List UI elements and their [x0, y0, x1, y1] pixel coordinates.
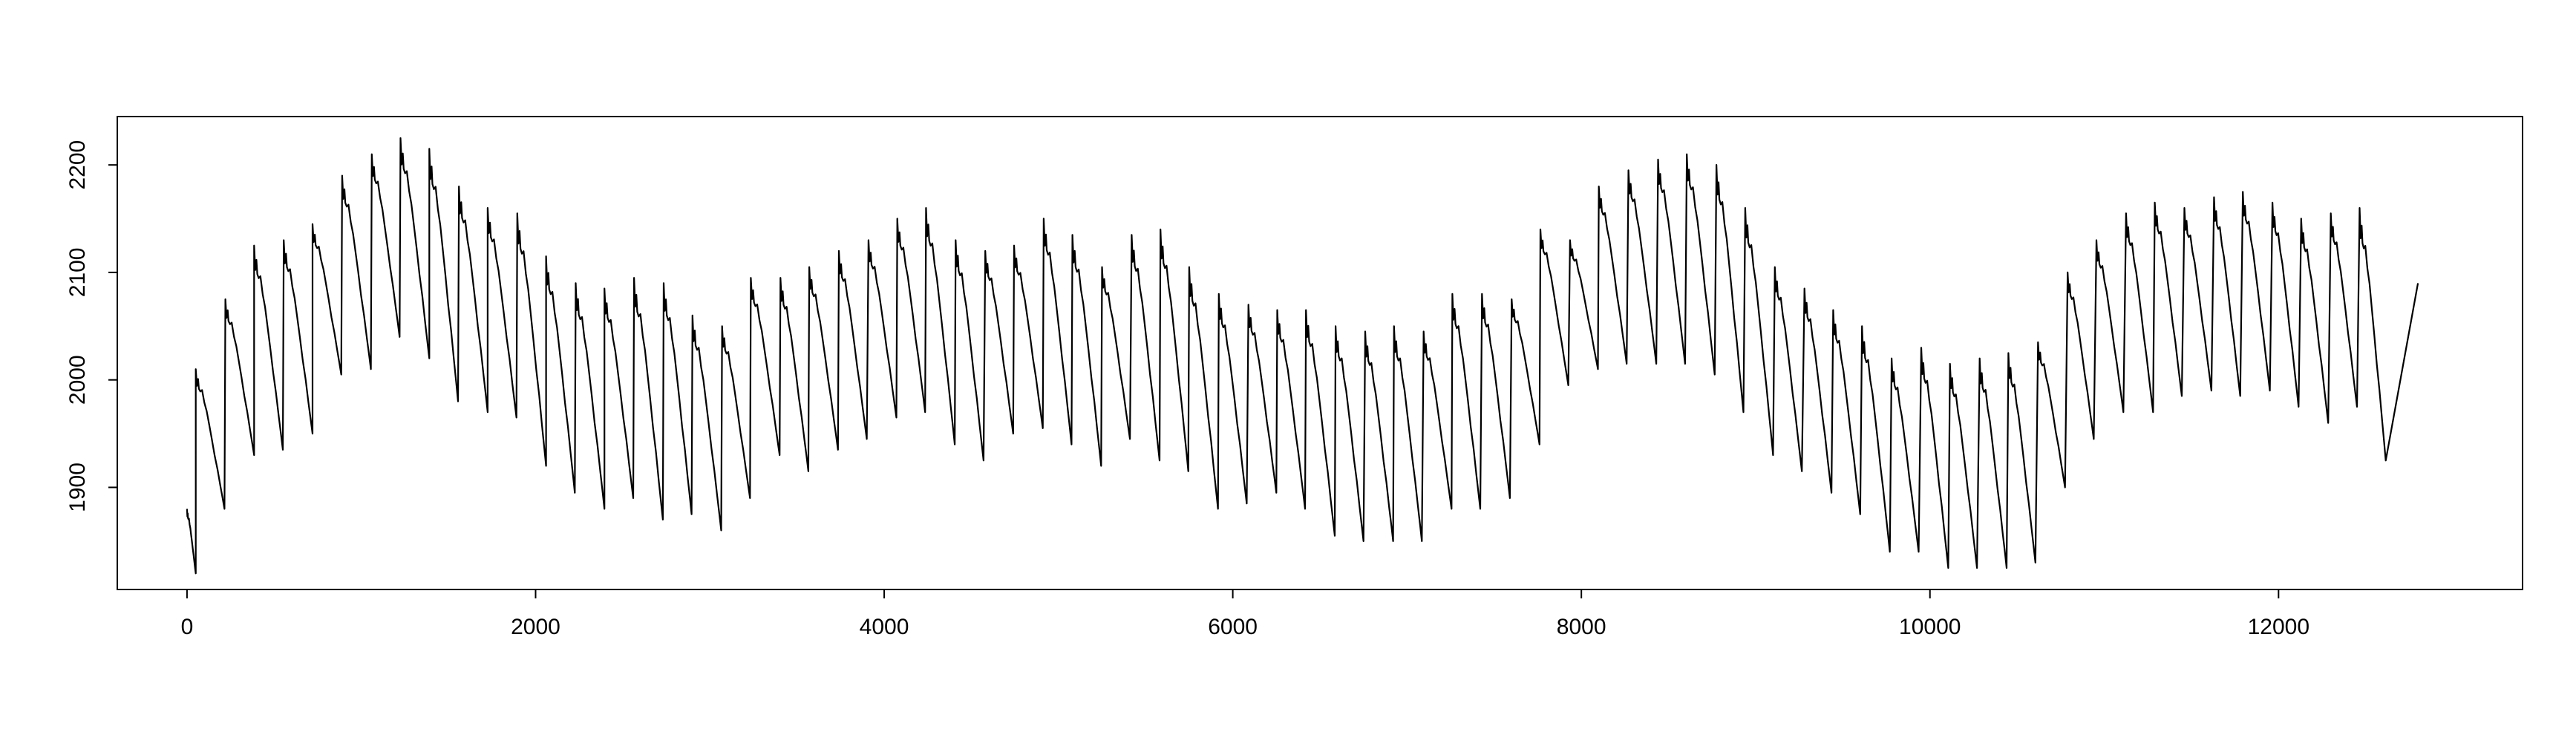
series-line — [186, 137, 2419, 575]
series-layer — [186, 137, 2419, 575]
x-tick-label: 2000 — [511, 615, 560, 639]
x-tick-label: 6000 — [1208, 615, 1258, 639]
y-axis: 1900 2000 2100 2200 — [65, 140, 118, 512]
y-tick-label: 2200 — [65, 140, 90, 190]
x-axis: 0 2000 4000 6000 8000 10000 12000 — [181, 589, 2309, 639]
x-tick-label: 4000 — [860, 615, 909, 639]
plot-area — [117, 116, 2523, 590]
plot-frame — [117, 116, 2523, 590]
x-tick-label: 8000 — [1557, 615, 1606, 639]
x-tick-label: 12000 — [2248, 615, 2309, 639]
y-tick-label: 1900 — [65, 463, 90, 512]
x-tick-label: 10000 — [1899, 615, 1961, 639]
y-tick-label: 2000 — [65, 355, 90, 405]
x-tick-label: 0 — [181, 615, 194, 639]
y-tick-label: 2100 — [65, 248, 90, 298]
